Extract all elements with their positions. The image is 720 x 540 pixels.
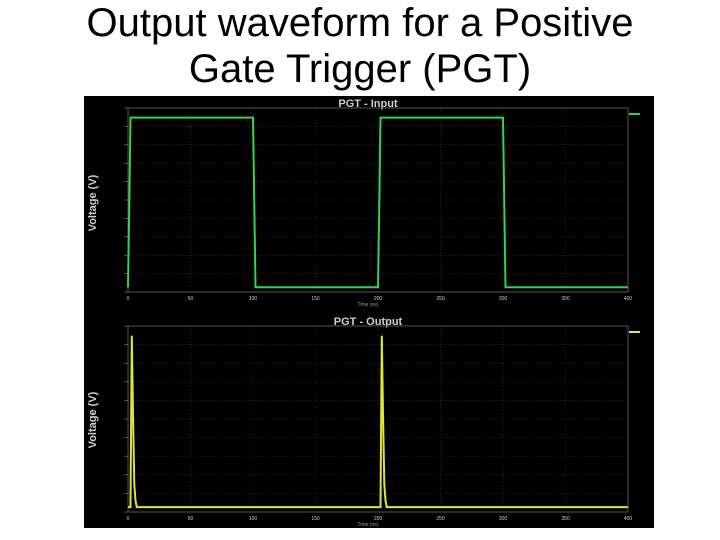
x-tick-label: 200 xyxy=(374,516,383,522)
input-x-axis-label: Time (ns) xyxy=(358,302,379,308)
output-chart-title: PGT - Output xyxy=(334,316,403,328)
output-y-axis-label: Voltage (V) xyxy=(87,391,99,448)
output-x-tick-labels: 0 50 100 150 200 250 300 350 400 xyxy=(127,516,633,522)
x-tick-label: 100 xyxy=(249,516,258,522)
x-tick-label: 350 xyxy=(561,516,570,522)
x-tick-label: 250 xyxy=(436,516,445,522)
x-tick-label: 400 xyxy=(624,296,633,302)
x-tick-label: 150 xyxy=(311,296,320,302)
output-y-tick-marks xyxy=(124,325,128,513)
x-tick-label: 150 xyxy=(311,516,320,522)
x-tick-label: 50 xyxy=(188,516,194,522)
input-series-line xyxy=(127,116,628,289)
x-tick-label: 200 xyxy=(374,296,383,302)
slide-title: Output waveform for a Positive Gate Trig… xyxy=(0,0,720,92)
input-x-tick-labels: 0 50 100 150 200 250 300 350 400 xyxy=(127,296,633,302)
x-tick-label: 100 xyxy=(249,296,258,302)
slide-title-line-1: Output waveform for a Positive xyxy=(86,1,634,45)
input-chart: PGT - Input Voltage (V) 0 50 100 150 200 250 3… xyxy=(87,98,640,308)
output-x-axis-label: Time (ns) xyxy=(358,522,379,528)
x-tick-label: 300 xyxy=(499,516,508,522)
x-tick-label: 300 xyxy=(499,296,508,302)
output-chart: PGT - Output Voltage (V) 0 50 100 150 200 250… xyxy=(87,316,640,528)
input-y-axis-label: Voltage (V) xyxy=(87,174,99,231)
x-tick-label: 0 xyxy=(127,296,130,302)
output-series-line xyxy=(128,335,628,509)
x-tick-label: 400 xyxy=(624,516,633,522)
x-tick-label: 250 xyxy=(436,296,445,302)
input-y-tick-marks xyxy=(124,107,128,293)
slide-title-line-2: Gate Trigger (PGT) xyxy=(188,47,532,91)
input-chart-title: PGT - Input xyxy=(338,98,398,110)
x-tick-label: 50 xyxy=(188,296,194,302)
scope-background xyxy=(84,96,654,528)
x-tick-label: 350 xyxy=(561,296,570,302)
oscilloscope-screenshot: PGT - Input Voltage (V) 0 50 100 150 200 250 3… xyxy=(84,96,654,528)
x-tick-label: 0 xyxy=(127,516,130,522)
